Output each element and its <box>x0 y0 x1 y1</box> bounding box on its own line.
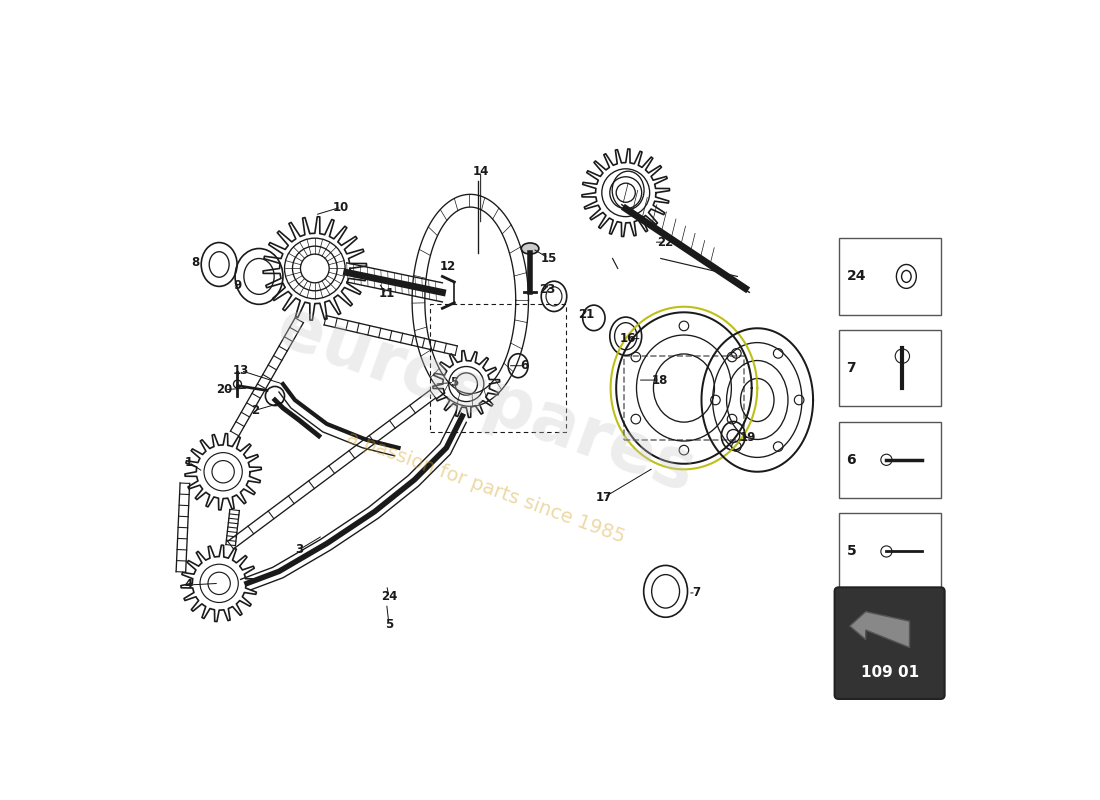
Text: 7: 7 <box>847 361 856 375</box>
Text: 5: 5 <box>847 545 856 558</box>
Text: 20: 20 <box>217 383 233 396</box>
Text: 6: 6 <box>847 453 856 466</box>
Text: 22: 22 <box>658 236 673 249</box>
Text: eurospares: eurospares <box>268 294 704 506</box>
Text: 24: 24 <box>381 590 397 603</box>
Text: 23: 23 <box>539 283 556 297</box>
Text: 13: 13 <box>232 364 249 377</box>
Text: 109 01: 109 01 <box>860 665 918 680</box>
Text: 12: 12 <box>440 259 456 273</box>
Text: 4: 4 <box>185 578 192 591</box>
Text: 5: 5 <box>450 376 459 389</box>
Text: 9: 9 <box>233 279 242 293</box>
Text: 21: 21 <box>578 308 594 321</box>
Text: 7: 7 <box>692 586 700 599</box>
Text: 8: 8 <box>191 255 199 269</box>
Text: 11: 11 <box>378 287 395 301</box>
Text: 16: 16 <box>620 332 636 345</box>
Text: 19: 19 <box>739 431 756 444</box>
Text: 17: 17 <box>596 490 613 504</box>
Text: a passion for parts since 1985: a passion for parts since 1985 <box>344 428 628 547</box>
Text: 14: 14 <box>473 165 488 178</box>
Ellipse shape <box>521 243 539 254</box>
Text: 18: 18 <box>652 374 668 386</box>
Text: 15: 15 <box>540 251 557 265</box>
Polygon shape <box>850 612 910 647</box>
Text: 2: 2 <box>251 404 260 417</box>
Text: 10: 10 <box>333 201 350 214</box>
FancyBboxPatch shape <box>835 587 945 699</box>
Text: 5: 5 <box>385 618 393 631</box>
Text: 6: 6 <box>520 359 529 372</box>
Text: 1: 1 <box>185 456 192 469</box>
Text: 24: 24 <box>847 270 866 283</box>
Text: 3: 3 <box>295 543 302 556</box>
